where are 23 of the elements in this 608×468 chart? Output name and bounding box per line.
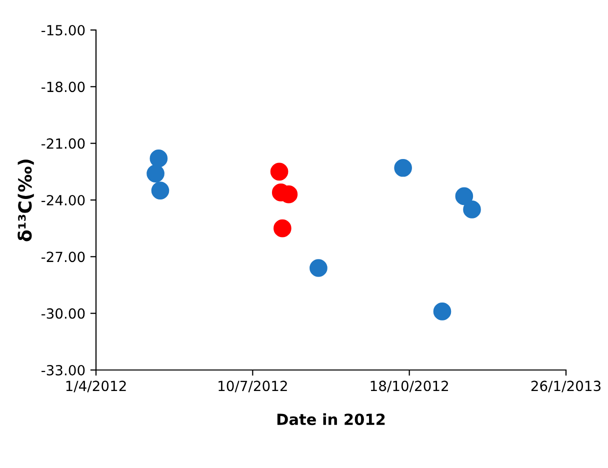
y-tick-label: -24.00 — [41, 194, 85, 206]
point — [274, 219, 292, 238]
point — [270, 162, 288, 181]
y-tick-label: -27.00 — [41, 252, 85, 262]
x-tick-label: 10/7/2012 — [218, 380, 287, 392]
x-tick-label: 26/1/2013 — [531, 380, 600, 392]
y-tick-label: -30.00 — [41, 308, 85, 319]
x-axis-title: Date in 2012 — [277, 413, 385, 426]
y-axis-title: δ¹³C(‰) — [18, 160, 34, 242]
y-tick-label: -18.00 — [41, 82, 85, 92]
point — [455, 187, 474, 206]
y-tick-label: -33.00 — [41, 364, 85, 376]
x-tick-label: 18/10/2012 — [370, 380, 448, 392]
y-tick-label: -15.00 — [41, 24, 85, 36]
x-tick-label: 1/4/2012 — [66, 380, 126, 392]
y-tick-label: -21.00 — [41, 138, 85, 149]
point — [151, 182, 170, 200]
point — [394, 158, 412, 177]
point — [310, 259, 328, 277]
point — [150, 150, 168, 168]
point — [146, 164, 164, 182]
point — [463, 200, 481, 218]
point — [433, 302, 452, 320]
